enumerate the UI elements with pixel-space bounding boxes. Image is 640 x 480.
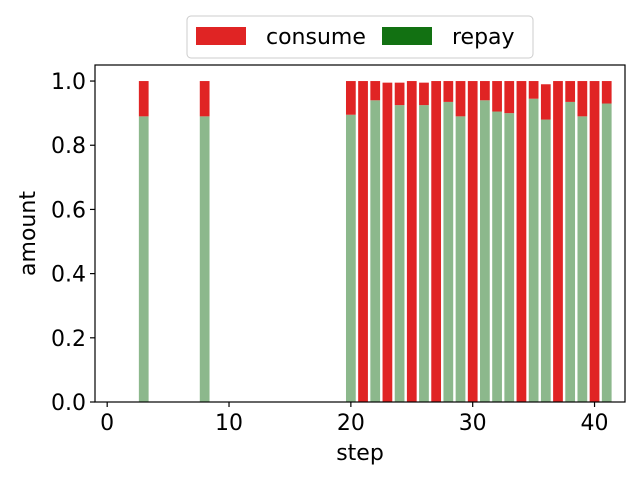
x-tick-label-10: 10 <box>215 411 243 436</box>
bar-repay-step-41 <box>601 103 612 402</box>
y-tick-label-5: 1.0 <box>51 70 86 95</box>
bar-repay-step-3 <box>138 116 149 402</box>
bar-consume-step-34 <box>516 81 527 403</box>
bar-consume-step-21 <box>358 81 368 403</box>
bar-consume-step-8 <box>199 81 210 117</box>
bar-consume-step-38 <box>565 81 576 102</box>
bar-consume-step-30 <box>467 81 478 403</box>
bar-consume-step-33 <box>504 81 515 114</box>
bar-consume-step-20 <box>345 81 356 115</box>
bar-consume-step-41 <box>601 81 612 104</box>
bar-consume-step-40 <box>589 81 600 403</box>
bar-repay-step-29 <box>455 116 466 402</box>
y-tick-label-2: 0.4 <box>51 263 86 288</box>
bar-repay-step-35 <box>528 98 539 402</box>
bar-consume-step-36 <box>540 84 551 120</box>
bar-consume-step-32 <box>492 81 502 112</box>
bar-repay-step-39 <box>577 116 588 402</box>
bar-consume-step-28 <box>443 81 454 102</box>
bar-repay-step-33 <box>504 113 515 403</box>
y-tick-label-3: 0.6 <box>51 198 86 223</box>
bar-consume-step-27 <box>431 81 442 403</box>
bar-repay-step-32 <box>492 111 502 403</box>
bar-consume-step-25 <box>406 81 417 403</box>
bar-repay-step-24 <box>394 105 405 402</box>
bar-consume-step-22 <box>370 81 381 101</box>
bar-consume-step-31 <box>480 81 490 101</box>
bar-consume-step-26 <box>419 82 429 106</box>
legend-label-repay: repay <box>452 25 515 50</box>
bar-repay-step-26 <box>419 105 429 402</box>
bar-consume-step-37 <box>553 81 563 403</box>
plot-frame <box>94 64 626 403</box>
bar-repay-step-31 <box>480 100 490 403</box>
bar-consume-step-3 <box>138 81 149 117</box>
x-tick-label-20: 20 <box>337 411 365 436</box>
x-tick-label-40: 40 <box>581 411 609 436</box>
y-axis-label: amount <box>16 191 41 276</box>
bar-repay-step-28 <box>443 101 454 403</box>
bar-consume-step-39 <box>577 81 588 117</box>
legend-frame <box>186 15 534 59</box>
x-axis-label: step <box>336 441 384 466</box>
x-tick-label-30: 30 <box>459 411 487 436</box>
legend-label-consume: consume <box>266 25 366 50</box>
x-tick-label-0: 0 <box>100 411 114 436</box>
y-tick-label-4: 0.8 <box>51 134 86 159</box>
bars-layer <box>138 81 612 403</box>
bar-repay-step-22 <box>370 100 381 403</box>
bar-consume-step-29 <box>455 81 466 117</box>
bar-consume-step-23 <box>382 82 393 403</box>
y-tick-label-1: 0.2 <box>51 327 86 352</box>
bar-repay-step-8 <box>199 116 210 402</box>
legend-swatch-consume <box>196 27 246 45</box>
axes-layer: 0 10 20 30 40 0.0 0.2 0.4 0.6 0.8 1.0 step amount <box>16 64 626 466</box>
bar-repay-step-38 <box>565 101 576 403</box>
legend: consume repay <box>186 15 534 59</box>
bar-repay-step-36 <box>540 119 551 403</box>
y-tick-label-0: 0.0 <box>51 391 86 416</box>
legend-swatch-repay <box>382 27 432 45</box>
bar-consume-step-35 <box>528 81 539 99</box>
bar-consume-step-24 <box>394 82 405 106</box>
bar-repay-step-20 <box>345 114 356 402</box>
